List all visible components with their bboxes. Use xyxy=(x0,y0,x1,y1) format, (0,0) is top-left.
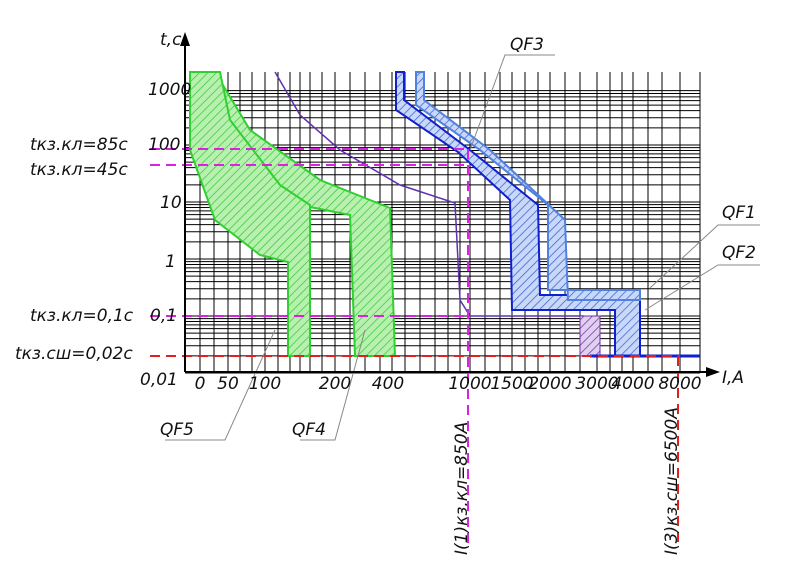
y-axis-label: t,c xyxy=(160,30,182,50)
y-tick-label: 10 xyxy=(160,193,182,213)
leader xyxy=(644,264,760,311)
leader xyxy=(469,54,555,151)
qf3-band xyxy=(579,315,601,357)
arrow xyxy=(706,367,720,377)
x-tick-label: 200 xyxy=(319,374,351,394)
x-axis-label: I,A xyxy=(722,368,744,388)
time-marker-label: tкз.кл=85с xyxy=(30,135,128,155)
y-tick-label: 100 xyxy=(148,135,180,155)
x-tick-label: 50 xyxy=(217,374,239,394)
curve-label: QF2 xyxy=(722,243,756,263)
x-tick-label: 0 xyxy=(195,374,206,394)
x-tick-label: 8000 xyxy=(658,374,701,394)
y-tick-label: 0,1 xyxy=(150,306,177,326)
current-marker-label: I(1)кз.кл=850А xyxy=(452,422,472,555)
x-tick-label: 1000 xyxy=(448,374,491,394)
time-marker-label: tкз.кл=45с xyxy=(30,160,128,180)
markers xyxy=(150,148,680,545)
x-tick-label: 3000 xyxy=(575,374,618,394)
leaders xyxy=(165,54,760,441)
current-marker-label: I(3)кз.сш=6500А xyxy=(662,407,682,555)
y-tick-label: 0,01 xyxy=(140,370,178,390)
qf3-curve xyxy=(274,71,591,357)
arrow xyxy=(180,32,190,46)
curves xyxy=(189,71,700,358)
leader xyxy=(649,224,760,289)
x-tick-label: 1500 xyxy=(490,374,533,394)
time-marker-label: tкз.кл=0,1с xyxy=(30,306,134,326)
qf5-band xyxy=(189,71,311,357)
leader xyxy=(165,329,276,441)
leader xyxy=(300,329,366,441)
x-tick-label: 400 xyxy=(372,374,404,394)
y-tick-label: 1000 xyxy=(148,80,191,100)
curve-label: QF3 xyxy=(510,35,544,55)
x-tick-label: 100 xyxy=(249,374,281,394)
y-tick-label: 1 xyxy=(165,252,176,272)
x-tick-label: 4000 xyxy=(611,374,654,394)
time-marker-label: tкз.сш=0,02с xyxy=(15,344,133,364)
curve-label: QF5 xyxy=(160,420,194,440)
x-tick-label: 2000 xyxy=(528,374,571,394)
curve-label: QF1 xyxy=(722,203,756,223)
qf2-band xyxy=(415,71,641,301)
curve-label: QF4 xyxy=(292,420,326,440)
